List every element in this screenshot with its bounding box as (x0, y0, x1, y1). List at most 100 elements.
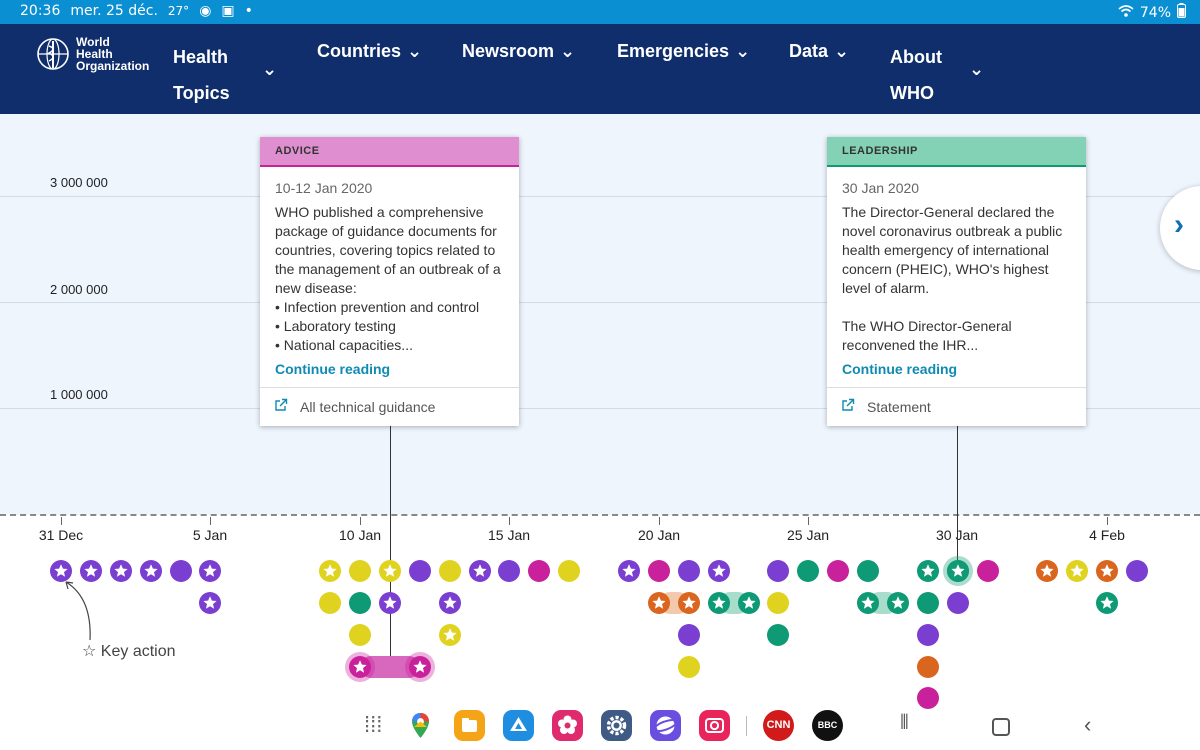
selected-event-dot[interactable] (409, 656, 431, 678)
key-action-event-dot[interactable] (199, 560, 221, 582)
key-action-event-dot[interactable] (648, 592, 670, 614)
continue-reading-link[interactable]: Continue reading (275, 361, 391, 377)
card-footer-link[interactable]: Statement (827, 387, 1086, 426)
key-action-event-dot[interactable] (50, 560, 72, 582)
key-action-event-dot[interactable] (917, 560, 939, 582)
continue-reading-link[interactable]: Continue reading (842, 361, 958, 377)
key-action-event-dot[interactable] (1066, 560, 1088, 582)
nav-data[interactable]: Data ⌄ (789, 33, 849, 69)
event-dot[interactable] (678, 560, 700, 582)
event-dot[interactable] (349, 560, 371, 582)
wifi-icon (1118, 4, 1134, 22)
nav-countries[interactable]: Countries ⌄ (317, 33, 422, 69)
key-action-event-dot[interactable] (1036, 560, 1058, 582)
cnn-icon[interactable]: CNN (763, 710, 794, 741)
external-link-icon (841, 388, 855, 426)
home-button[interactable] (992, 718, 1010, 736)
event-dot[interactable] (678, 656, 700, 678)
who-emblem-icon (37, 38, 69, 70)
bbc-icon[interactable]: BBC (812, 710, 843, 741)
key-action-event-dot[interactable] (469, 560, 491, 582)
key-action-event-dot[interactable] (708, 592, 730, 614)
key-action-event-dot[interactable] (439, 592, 461, 614)
camera-app-icon[interactable] (699, 710, 730, 741)
event-dot[interactable] (947, 592, 969, 614)
nav-emergencies[interactable]: Emergencies ⌄ (617, 33, 750, 69)
event-dot[interactable] (1126, 560, 1148, 582)
key-action-event-dot[interactable] (140, 560, 162, 582)
event-dot[interactable] (797, 560, 819, 582)
nav-health-topics[interactable]: Health Topics (173, 39, 230, 111)
event-dot[interactable] (498, 560, 520, 582)
cnn-label: CNN (766, 719, 791, 731)
event-dot[interactable] (528, 560, 550, 582)
key-action-event-dot[interactable] (708, 560, 730, 582)
maps-icon[interactable] (405, 710, 436, 741)
key-action-event-dot[interactable] (1096, 592, 1118, 614)
dock-divider (746, 716, 747, 736)
bbc-label: BBC (817, 720, 838, 730)
apps-grid-icon[interactable]: ⁞⁞⁞ (364, 712, 383, 737)
battery-icon (1177, 3, 1186, 22)
key-action-event-dot[interactable] (379, 592, 401, 614)
event-dot[interactable] (349, 624, 371, 646)
key-action-event-dot[interactable] (110, 560, 132, 582)
key-action-event-dot[interactable] (439, 624, 461, 646)
event-dot[interactable] (319, 592, 341, 614)
selected-event-dot[interactable] (349, 656, 371, 678)
chevron-down-icon[interactable]: ⌄ (969, 59, 985, 79)
event-dot[interactable] (170, 560, 192, 582)
drive-icon[interactable] (503, 710, 534, 741)
settings-icon[interactable] (601, 710, 632, 741)
event-dot[interactable] (917, 624, 939, 646)
card-category: LEADERSHIP (827, 137, 1086, 167)
key-action-event-dot[interactable] (319, 560, 341, 582)
camera-icon: ◉ (199, 3, 212, 19)
recent-apps-button[interactable]: ⦀ (900, 712, 909, 734)
key-action-event-dot[interactable] (678, 592, 700, 614)
key-action-event-dot[interactable] (738, 592, 760, 614)
key-action-event-dot[interactable] (1096, 560, 1118, 582)
event-dot[interactable] (917, 656, 939, 678)
files-icon[interactable] (454, 710, 485, 741)
event-dot[interactable] (678, 624, 700, 646)
event-dot[interactable] (767, 560, 789, 582)
key-action-legend: ☆ Key action (82, 641, 176, 661)
event-dot[interactable] (767, 624, 789, 646)
card-text: The Director-General declared the novel … (842, 204, 1063, 353)
event-dot[interactable] (558, 560, 580, 582)
internet-icon[interactable] (650, 710, 681, 741)
event-dot[interactable] (977, 560, 999, 582)
gallery-flower-icon[interactable] (552, 710, 583, 741)
event-dot[interactable] (767, 592, 789, 614)
event-dot[interactable] (917, 687, 939, 709)
key-action-event-dot[interactable] (80, 560, 102, 582)
event-dot[interactable] (409, 560, 431, 582)
chevron-down-icon[interactable]: ⌄ (262, 59, 278, 79)
key-action-event-dot[interactable] (887, 592, 909, 614)
x-tick (808, 517, 809, 525)
key-action-label: Key action (100, 643, 176, 660)
event-dot[interactable] (648, 560, 670, 582)
event-dot[interactable] (917, 592, 939, 614)
key-action-event-dot[interactable] (618, 560, 640, 582)
who-logo[interactable]: World Health Organization (36, 36, 149, 72)
key-action-event-dot[interactable] (857, 592, 879, 614)
x-tick-label: 25 Jan (786, 527, 830, 543)
nav-newsroom[interactable]: Newsroom ⌄ (462, 33, 575, 69)
x-tick-label: 15 Jan (487, 527, 531, 543)
x-tick (210, 517, 211, 525)
event-dot[interactable] (827, 560, 849, 582)
card-footer-link[interactable]: All technical guidance (260, 387, 519, 426)
x-tick-label: 5 Jan (192, 527, 228, 543)
event-dot[interactable] (857, 560, 879, 582)
back-button[interactable]: ‹ (1084, 712, 1092, 737)
gallery-icon: ▣ (221, 3, 235, 19)
key-action-event-dot[interactable] (199, 592, 221, 614)
key-action-event-dot[interactable] (379, 560, 401, 582)
event-dot[interactable] (349, 592, 371, 614)
event-dot[interactable] (439, 560, 461, 582)
nav-about-who[interactable]: About WHO (890, 39, 942, 111)
selected-event-dot[interactable] (947, 560, 969, 582)
x-tick (509, 517, 510, 525)
